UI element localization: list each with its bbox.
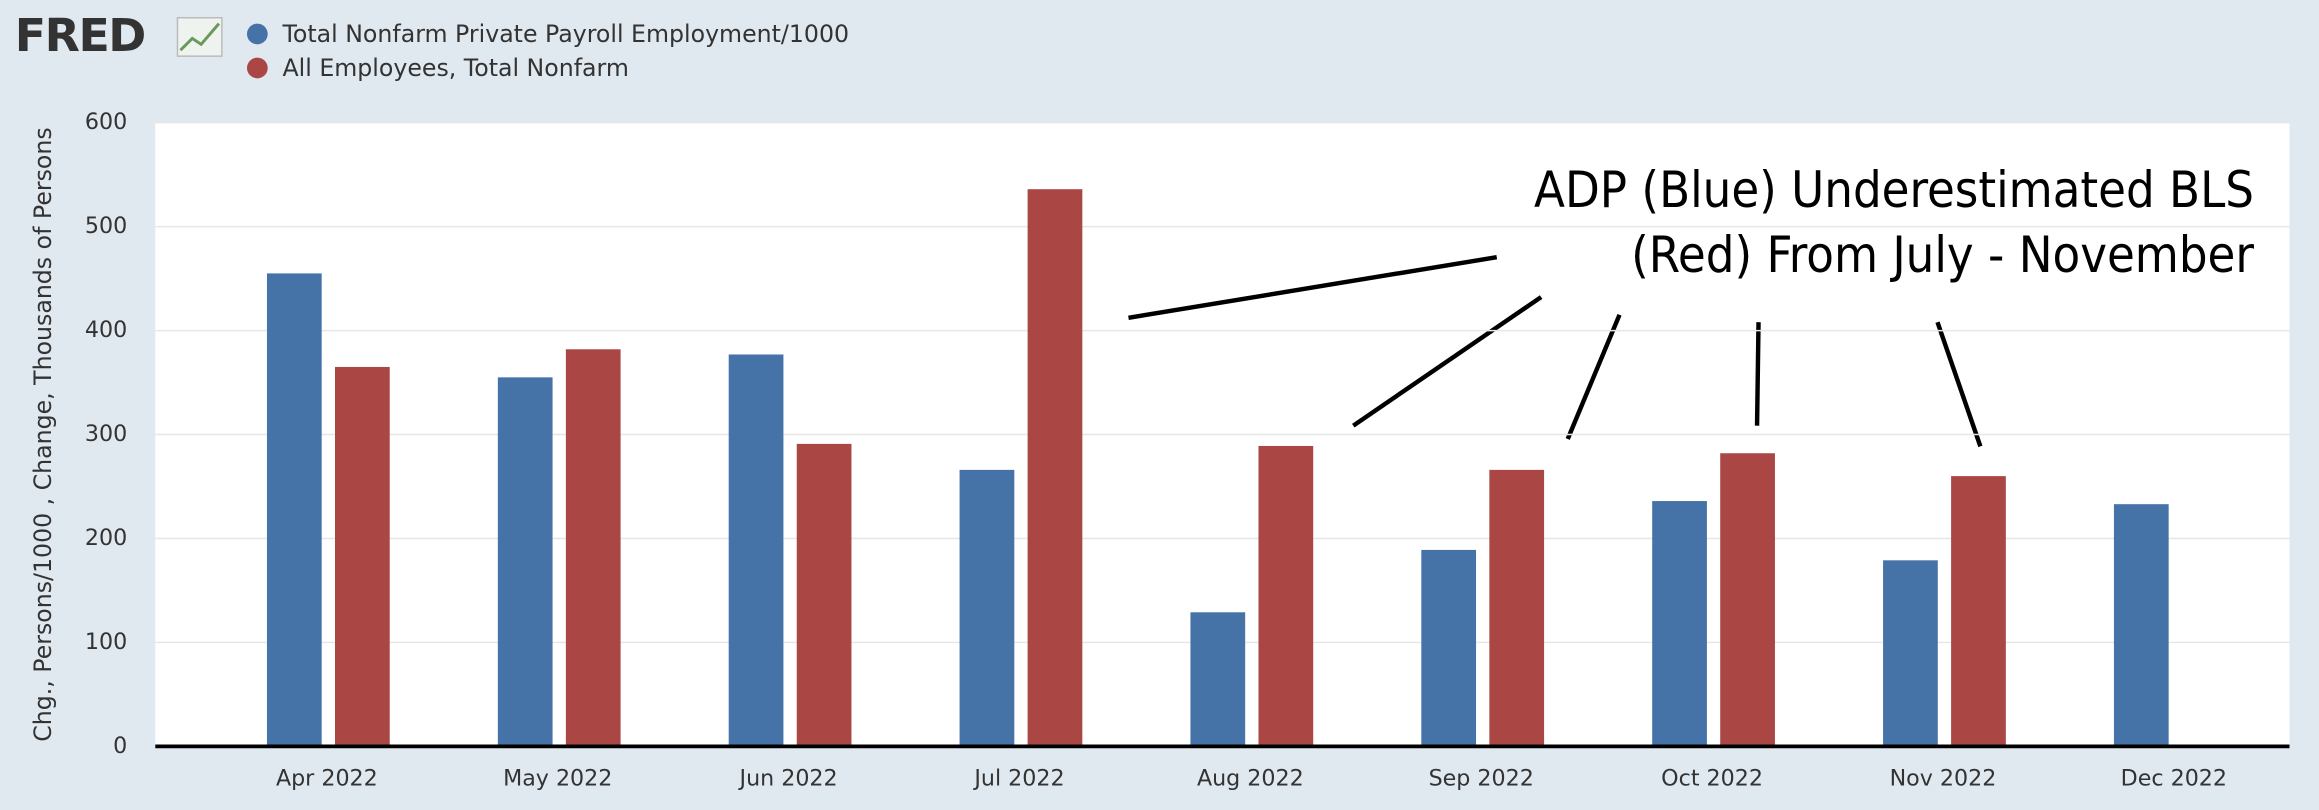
x-tick-label: Jun 2022 — [738, 765, 838, 791]
y-tick-label: 100 — [85, 629, 127, 655]
legend-swatch — [246, 23, 268, 45]
x-tick-label: Aug 2022 — [1197, 765, 1304, 791]
bar — [728, 354, 784, 747]
y-tick-label: 500 — [85, 213, 127, 239]
bar — [1190, 612, 1246, 747]
bar — [1027, 189, 1083, 747]
bar — [266, 273, 322, 747]
legend-label: All Employees, Total Nonfarm — [282, 54, 628, 82]
x-tick-label: Sep 2022 — [1429, 765, 1534, 791]
y-axis-label: Chg., Persons/1000 , Change, Thousands o… — [29, 127, 57, 741]
x-tick-label: Apr 2022 — [276, 765, 378, 791]
y-tick-label: 200 — [85, 525, 127, 551]
logo: FRED — [15, 8, 145, 62]
y-tick-label: 600 — [85, 109, 127, 135]
y-tick-label: 0 — [113, 733, 127, 759]
bar — [796, 443, 852, 747]
annotation: ADP (Blue) Underestimated BLS — [1534, 160, 2254, 219]
bar — [1720, 453, 1775, 747]
y-tick-label: 300 — [85, 421, 127, 447]
x-tick-label: Oct 2022 — [1661, 765, 1763, 791]
bar — [2113, 504, 2169, 747]
x-tick-label: Jul 2022 — [972, 765, 1064, 791]
bar — [334, 366, 390, 747]
bar — [1421, 549, 1477, 747]
bar — [1883, 560, 1938, 747]
bar — [1258, 445, 1314, 747]
annotation-arrows — [1128, 254, 1983, 448]
bar — [1652, 501, 1707, 747]
bar — [497, 377, 553, 747]
x-tick-label: May 2022 — [503, 765, 612, 791]
bar — [565, 349, 621, 747]
x-tick-label: Nov 2022 — [1890, 765, 1997, 791]
logo-icon — [176, 16, 223, 57]
bar — [1951, 476, 2006, 747]
y-tick-label: 400 — [85, 317, 127, 343]
bar — [959, 469, 1015, 747]
x-tick-label: Dec 2022 — [2121, 765, 2227, 791]
legend-swatch — [246, 57, 268, 79]
bar — [1489, 469, 1545, 747]
annotation: (Red) From July - November — [1631, 225, 2254, 284]
chart-body: FRED Chg., Persons/1000 , Change, Thousa… — [15, 8, 2290, 791]
legend-label: Total Nonfarm Private Payroll Employment… — [281, 20, 849, 48]
